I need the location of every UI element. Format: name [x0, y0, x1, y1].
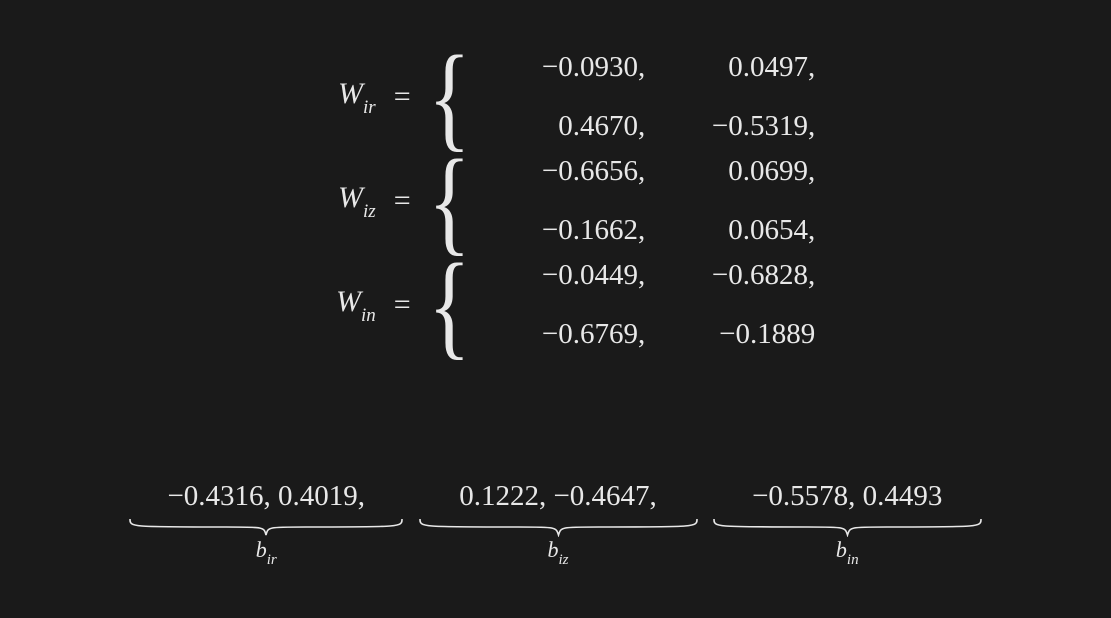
matrix-in: −0.0449, −0.6828, −0.6769, −0.1889 — [485, 259, 825, 351]
weight-row-ir: Wir = { −0.0930, 0.0497, 0.4670, −0.5319… — [0, 45, 1111, 149]
bias-label-in: bin — [710, 537, 985, 567]
bias-values-ir: −0.4316, 0.4019, — [126, 480, 406, 513]
bias-label-iz-sub: iz — [558, 552, 568, 568]
weights-section: Wir = { −0.0930, 0.0497, 0.4670, −0.5319… — [0, 45, 1111, 356]
left-brace: { — [428, 45, 470, 149]
cell: −0.1662, — [485, 214, 655, 247]
equals-sign: = — [394, 184, 411, 218]
bias-label-in-sub: in — [847, 552, 859, 568]
left-brace: { — [428, 149, 470, 253]
bias-section: −0.4316, 0.4019, bir 0.1222, −0.4647, bi… — [0, 480, 1111, 567]
bias-label-iz-main: b — [547, 537, 558, 562]
equals-sign: = — [394, 80, 411, 114]
bias-group-iz: 0.1222, −0.4647, biz — [416, 480, 701, 567]
underbrace-icon — [416, 517, 701, 537]
bias-label-ir-sub: ir — [267, 552, 277, 568]
label-w-iz-sub: iz — [363, 201, 376, 222]
label-w-ir-sub: ir — [363, 97, 376, 118]
bias-label-iz: biz — [416, 537, 701, 567]
cell: 0.0699, — [655, 155, 825, 188]
cell: −0.6656, — [485, 155, 655, 188]
brace-group-iz: { −0.6656, 0.0699, −0.1662, 0.0654, — [421, 149, 826, 253]
cell: 0.0497, — [655, 51, 825, 84]
cell: −0.5319, — [655, 110, 825, 143]
cell: 0.0654, — [655, 214, 825, 247]
separator — [406, 480, 415, 518]
cell: −0.6828, — [655, 259, 825, 292]
label-w-ir: Wir — [286, 77, 376, 116]
weight-row-iz: Wiz = { −0.6656, 0.0699, −0.1662, 0.0654… — [0, 149, 1111, 253]
underbrace-icon — [126, 517, 406, 537]
cell: −0.0449, — [485, 259, 655, 292]
cell: −0.1889 — [655, 318, 825, 351]
separator — [701, 480, 710, 518]
underbrace-icon — [710, 517, 985, 537]
bias-group-ir: −0.4316, 0.4019, bir — [126, 480, 406, 567]
bias-group-in: −0.5578, 0.4493 bin — [710, 480, 985, 567]
bias-label-in-main: b — [836, 537, 847, 562]
matrix-iz: −0.6656, 0.0699, −0.1662, 0.0654, — [485, 155, 825, 247]
left-brace: { — [428, 253, 470, 357]
label-w-iz: Wiz — [286, 181, 376, 220]
matrix-ir: −0.0930, 0.0497, 0.4670, −0.5319, — [485, 51, 825, 143]
label-w-in-main: W — [336, 285, 361, 318]
cell: 0.4670, — [485, 110, 655, 143]
bias-label-ir: bir — [126, 537, 406, 567]
bias-values-iz: 0.1222, −0.4647, — [416, 480, 701, 513]
bias-values-in: −0.5578, 0.4493 — [710, 480, 985, 513]
bias-label-ir-main: b — [256, 537, 267, 562]
label-w-in: Win — [286, 285, 376, 324]
brace-group-in: { −0.0449, −0.6828, −0.6769, −0.1889 — [421, 253, 826, 357]
weight-row-in: Win = { −0.0449, −0.6828, −0.6769, −0.18… — [0, 253, 1111, 357]
label-w-in-sub: in — [361, 305, 376, 326]
cell: −0.6769, — [485, 318, 655, 351]
label-w-ir-main: W — [338, 77, 363, 110]
brace-group-ir: { −0.0930, 0.0497, 0.4670, −0.5319, — [421, 45, 826, 149]
equals-sign: = — [394, 288, 411, 322]
label-w-iz-main: W — [338, 181, 363, 214]
cell: −0.0930, — [485, 51, 655, 84]
